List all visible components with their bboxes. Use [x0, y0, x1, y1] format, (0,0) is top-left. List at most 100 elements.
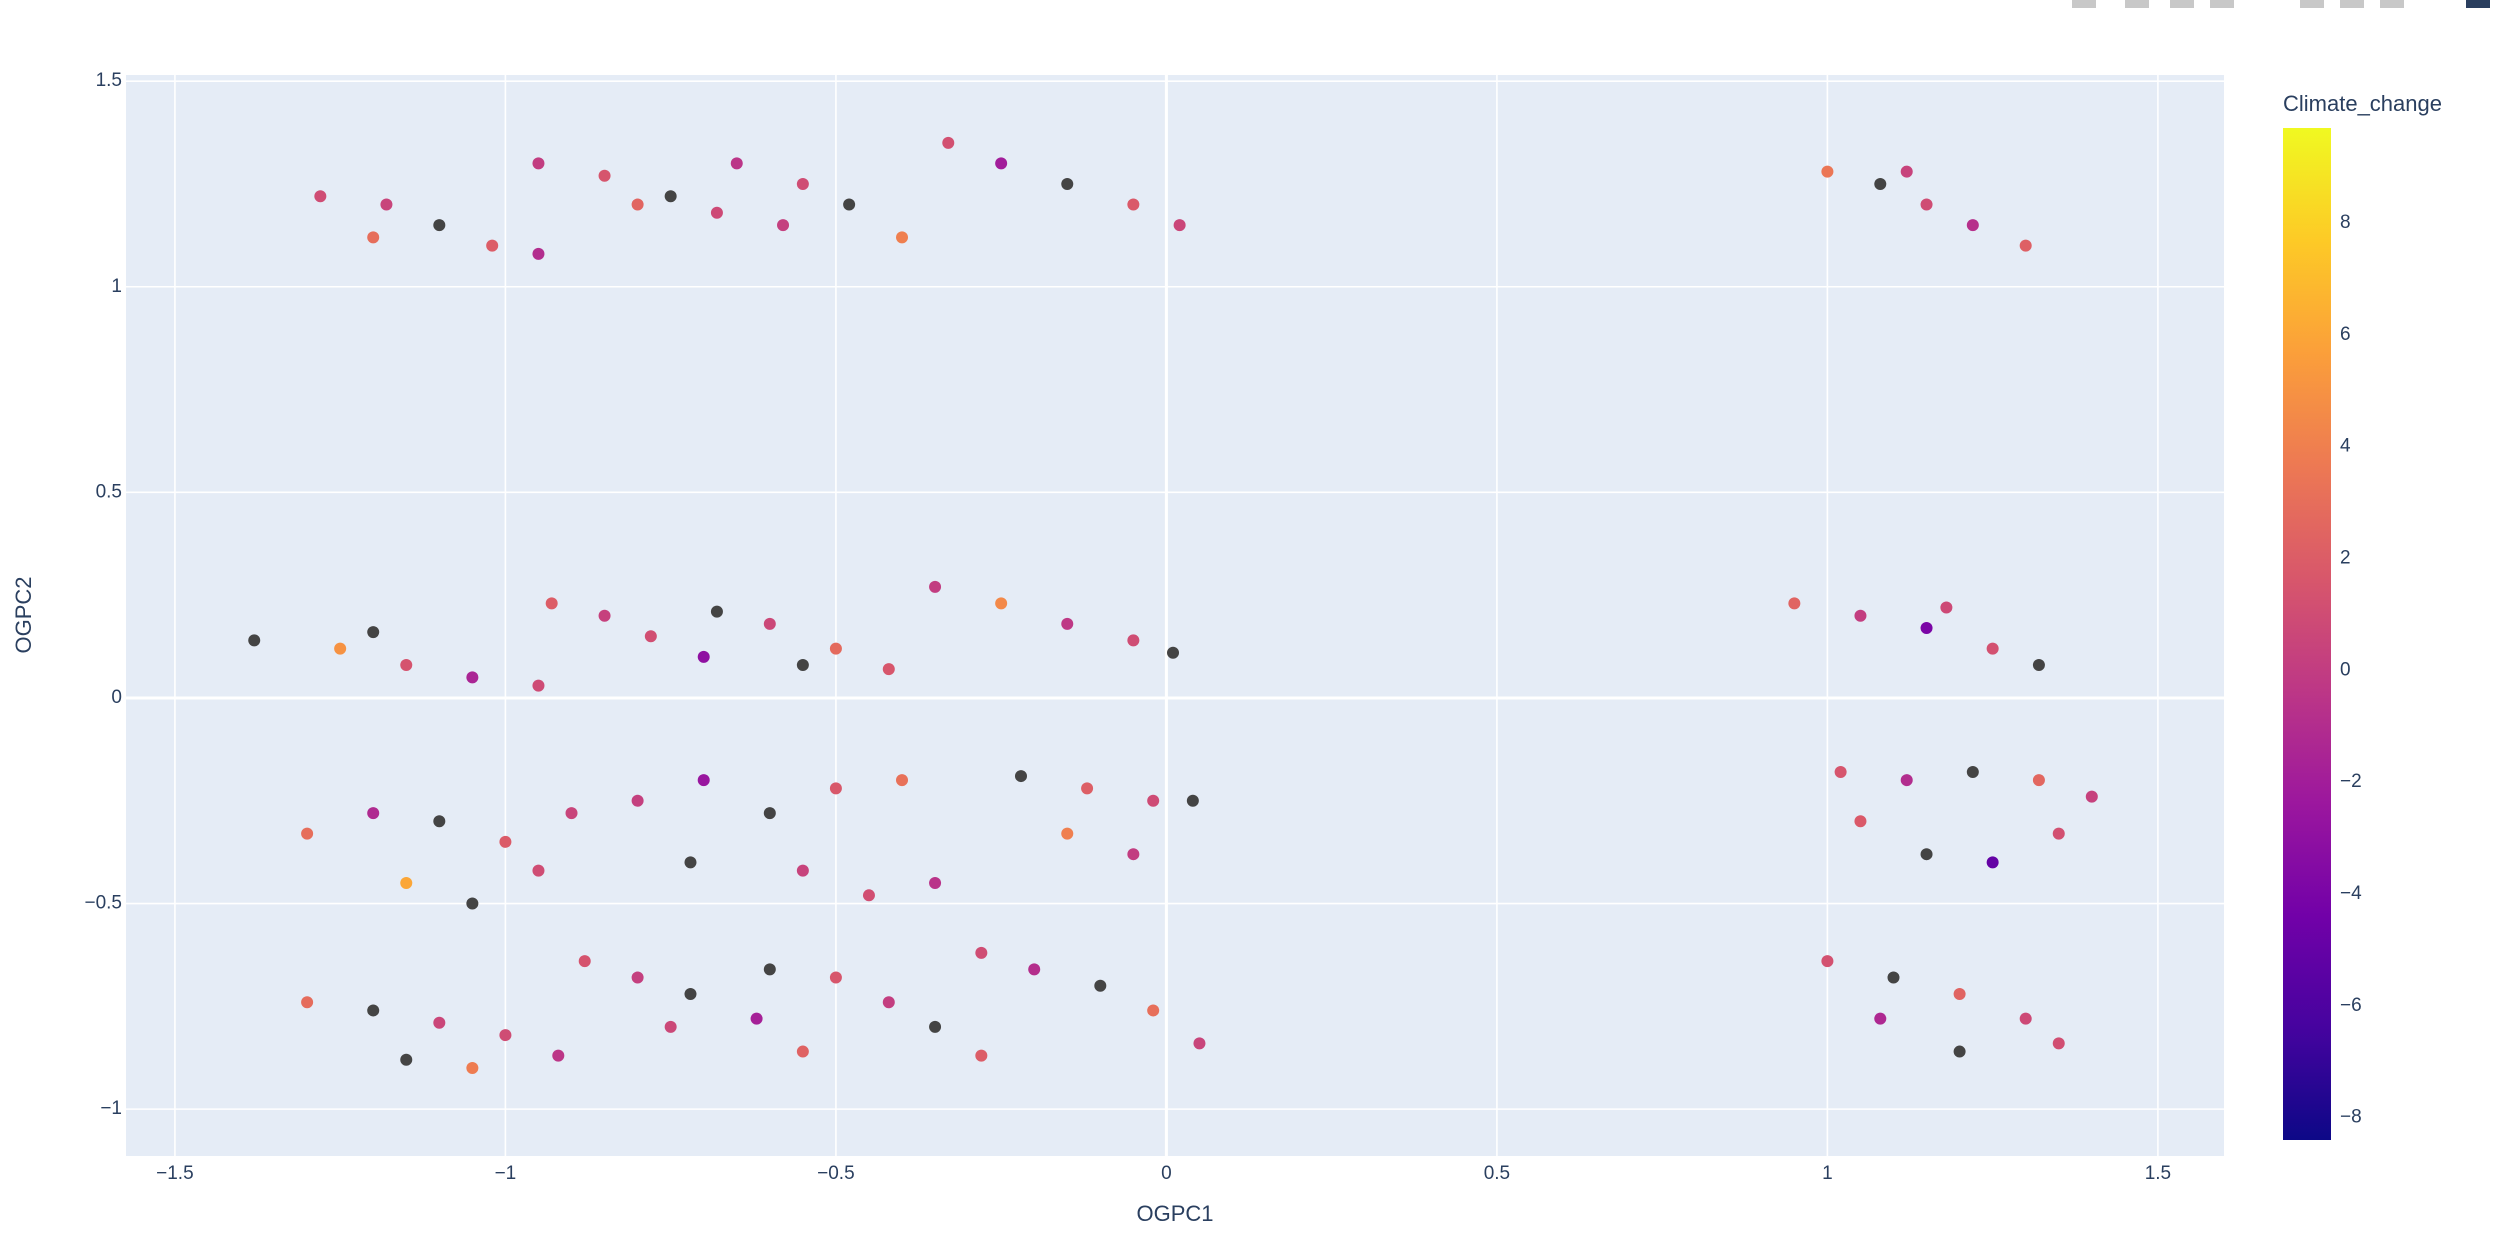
- colorbar-tick-label: 8: [2340, 212, 2351, 233]
- point: [1127, 198, 1140, 211]
- colorbar-title: Climate_change: [2283, 91, 2442, 116]
- point: [1920, 622, 1933, 635]
- x-tick-label: 1.5: [2145, 1163, 2171, 1184]
- point: [929, 580, 942, 593]
- x-tick-label: −1: [495, 1163, 517, 1184]
- point: [1788, 597, 1801, 610]
- modebar-button[interactable]: [2072, 0, 2096, 8]
- point: [796, 1045, 809, 1058]
- point: [796, 659, 809, 672]
- y-tick-label: 0: [111, 687, 122, 708]
- modebar-button[interactable]: [2380, 0, 2404, 8]
- point: [545, 597, 558, 610]
- point: [433, 815, 446, 828]
- point: [466, 1062, 479, 1075]
- point: [1834, 765, 1847, 778]
- point: [367, 231, 380, 244]
- plot-background: [126, 75, 2224, 1156]
- point: [433, 219, 446, 232]
- point: [631, 198, 644, 211]
- colorbar-tick-label: −8: [2340, 1107, 2362, 1128]
- modebar-button[interactable]: [2210, 0, 2234, 8]
- point: [995, 157, 1008, 170]
- point: [565, 807, 578, 820]
- point: [466, 897, 479, 910]
- point: [248, 634, 261, 647]
- point: [301, 996, 314, 1009]
- colorbar-tick-label: −2: [2340, 771, 2362, 792]
- point: [929, 876, 942, 889]
- point: [843, 198, 856, 211]
- point: [631, 794, 644, 807]
- point: [1061, 177, 1074, 190]
- point: [1081, 782, 1094, 795]
- modebar-button[interactable]: [2170, 0, 2194, 8]
- point: [763, 807, 776, 820]
- point: [1920, 848, 1933, 861]
- point: [367, 807, 380, 820]
- point: [433, 1016, 446, 1029]
- point: [400, 659, 413, 672]
- x-axis-title: OGPC1: [1136, 1201, 1213, 1226]
- point: [578, 955, 591, 968]
- point: [1094, 979, 1107, 992]
- point: [644, 630, 657, 643]
- x-tick-label: 1: [1822, 1163, 1833, 1184]
- point: [301, 827, 314, 840]
- point: [334, 642, 347, 655]
- point: [2032, 774, 2045, 787]
- point: [2052, 1037, 2065, 1050]
- colorbar-tick-label: 4: [2340, 436, 2351, 457]
- x-tick-label: 0.5: [1484, 1163, 1510, 1184]
- point: [532, 679, 545, 692]
- point: [763, 963, 776, 976]
- point: [1821, 955, 1834, 968]
- modebar-button[interactable]: [2300, 0, 2324, 8]
- point: [1966, 765, 1979, 778]
- point: [400, 1053, 413, 1066]
- colorbar-tick-label: −4: [2340, 883, 2362, 904]
- x-tick-label: −0.5: [817, 1163, 855, 1184]
- modebar-button[interactable]: [2125, 0, 2149, 8]
- modebar[interactable]: [2072, 0, 2490, 8]
- y-tick-label: 1.5: [96, 70, 122, 91]
- point: [1854, 815, 1867, 828]
- point: [1193, 1037, 1206, 1050]
- point: [532, 864, 545, 877]
- point: [710, 206, 723, 219]
- modebar-button[interactable]: [2340, 0, 2364, 8]
- point: [697, 774, 710, 787]
- point: [1986, 642, 1999, 655]
- point: [2085, 790, 2098, 803]
- y-tick-label: −0.5: [84, 893, 122, 914]
- point: [829, 782, 842, 795]
- point: [1940, 601, 1953, 614]
- point: [2019, 239, 2032, 252]
- point: [552, 1049, 565, 1062]
- point: [1014, 770, 1027, 783]
- grid: [126, 75, 2224, 1156]
- point: [499, 835, 512, 848]
- point: [367, 1004, 380, 1017]
- y-axis-title: OGPC2: [11, 576, 36, 653]
- point: [763, 617, 776, 630]
- point: [1821, 165, 1834, 178]
- point: [2032, 659, 2045, 672]
- point: [730, 157, 743, 170]
- point: [862, 889, 875, 902]
- point: [532, 247, 545, 260]
- point: [1173, 219, 1186, 232]
- point: [1186, 794, 1199, 807]
- modebar-logo[interactable]: [2466, 0, 2490, 8]
- point: [1920, 198, 1933, 211]
- point: [400, 876, 413, 889]
- point: [929, 1020, 942, 1033]
- point: [598, 169, 611, 182]
- point: [664, 190, 677, 203]
- point: [1986, 856, 1999, 869]
- point: [1953, 1045, 1966, 1058]
- y-tick-label: 0.5: [96, 481, 122, 502]
- point: [777, 219, 790, 232]
- point: [896, 774, 909, 787]
